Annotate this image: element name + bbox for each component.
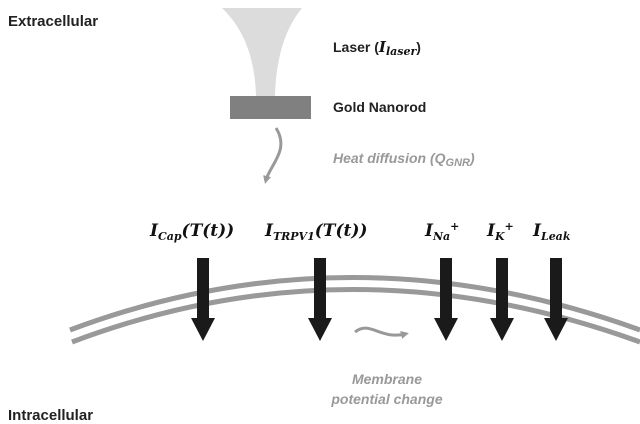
nanorod-label: Gold Nanorod bbox=[333, 99, 426, 115]
current-arrow bbox=[490, 258, 514, 341]
current-label: IK+ bbox=[486, 220, 514, 243]
current-arrow bbox=[434, 258, 458, 341]
laser-label: Laser (Ilaser) bbox=[333, 38, 421, 58]
laser-beam bbox=[222, 8, 302, 96]
current-label: ITRPV1(T(t)) bbox=[264, 221, 367, 243]
current-label: ICap(T(t)) bbox=[149, 221, 234, 243]
intracellular-label: Intracellular bbox=[8, 407, 93, 424]
potential-arrow bbox=[354, 326, 409, 339]
membrane-label: potential change bbox=[330, 391, 442, 407]
heat-arrow bbox=[263, 127, 283, 184]
membrane-label: Membrane bbox=[352, 371, 422, 387]
heat-label: Heat diffusion (QGNR) bbox=[333, 150, 475, 169]
current-label: ILeak bbox=[532, 221, 571, 243]
extracellular-label: Extracellular bbox=[8, 13, 98, 30]
current-arrow bbox=[191, 258, 215, 341]
gold-nanorod bbox=[230, 96, 311, 119]
current-arrow bbox=[308, 258, 332, 341]
current-label: INa+ bbox=[424, 220, 459, 243]
current-arrow bbox=[544, 258, 568, 341]
